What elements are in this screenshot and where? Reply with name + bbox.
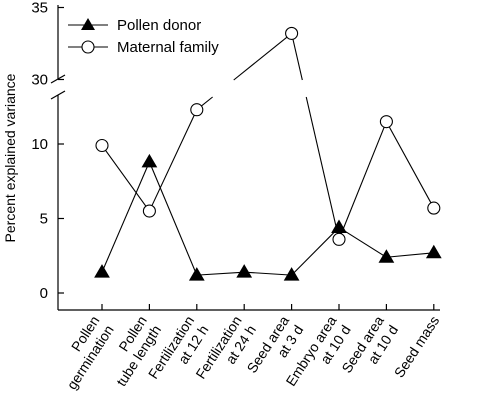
axis-break-mark	[50, 90, 66, 100]
series-line-segment	[101, 161, 150, 273]
pollen-donor-point	[141, 153, 158, 168]
legend: Pollen donor Maternal family	[68, 17, 219, 56]
series-lines	[101, 32, 435, 276]
series-line-segment	[148, 109, 198, 212]
maternal-family-point	[379, 115, 393, 129]
x-tick-label: Pollengermination	[49, 313, 117, 392]
maternal-family-point	[95, 138, 109, 153]
series-line-segment	[385, 121, 435, 209]
series-line-segment	[338, 226, 387, 258]
pollen-donor-point	[94, 264, 110, 278]
series-line-segment	[244, 271, 292, 276]
series-line-segment	[196, 271, 245, 276]
series-line-segment	[291, 227, 340, 276]
y-tick-label: 30	[31, 72, 48, 89]
x-tick-label-line: Seed mass	[391, 313, 443, 380]
pollen-donor-point	[236, 264, 253, 278]
axes	[50, 5, 440, 311]
x-tick-label: Fertilizationat 24 h	[192, 313, 259, 391]
series-line-segment	[148, 161, 198, 276]
series-line-segment	[338, 121, 387, 240]
legend-triangle-marker	[81, 18, 95, 30]
pollen-donor-point	[378, 249, 395, 263]
maternal-family-point	[190, 103, 204, 117]
maternal-family-point	[285, 26, 299, 40]
legend-circle-marker	[81, 40, 95, 54]
pollen-donor-point	[188, 267, 205, 281]
x-tick-label: Seed mass	[391, 313, 443, 380]
y-tick-label: 35	[31, 0, 48, 17]
maternal-family-point	[142, 204, 156, 218]
series-line-segment	[101, 145, 150, 212]
y-axis-label: Percent explained variance	[2, 73, 18, 242]
pollen-donor-point	[425, 244, 442, 259]
series-line-segment	[386, 252, 434, 258]
maternal-family-point	[332, 232, 346, 246]
legend-label: Maternal family	[117, 39, 219, 56]
series-line-segment	[305, 96, 340, 240]
series-line-segment	[233, 32, 292, 81]
x-tick-label: Seed areaat 10 d	[338, 313, 401, 385]
y-tick-label: 10	[31, 136, 48, 153]
pollen-donor-point	[283, 267, 300, 281]
series-line-segment	[291, 33, 303, 81]
pollen-donor-point	[331, 219, 347, 233]
y-tick-label: 0	[40, 285, 48, 302]
y-tick-label: 5	[40, 211, 48, 228]
maternal-family-point	[427, 201, 441, 215]
series-markers	[94, 26, 442, 281]
legend-label: Pollen donor	[117, 17, 201, 34]
